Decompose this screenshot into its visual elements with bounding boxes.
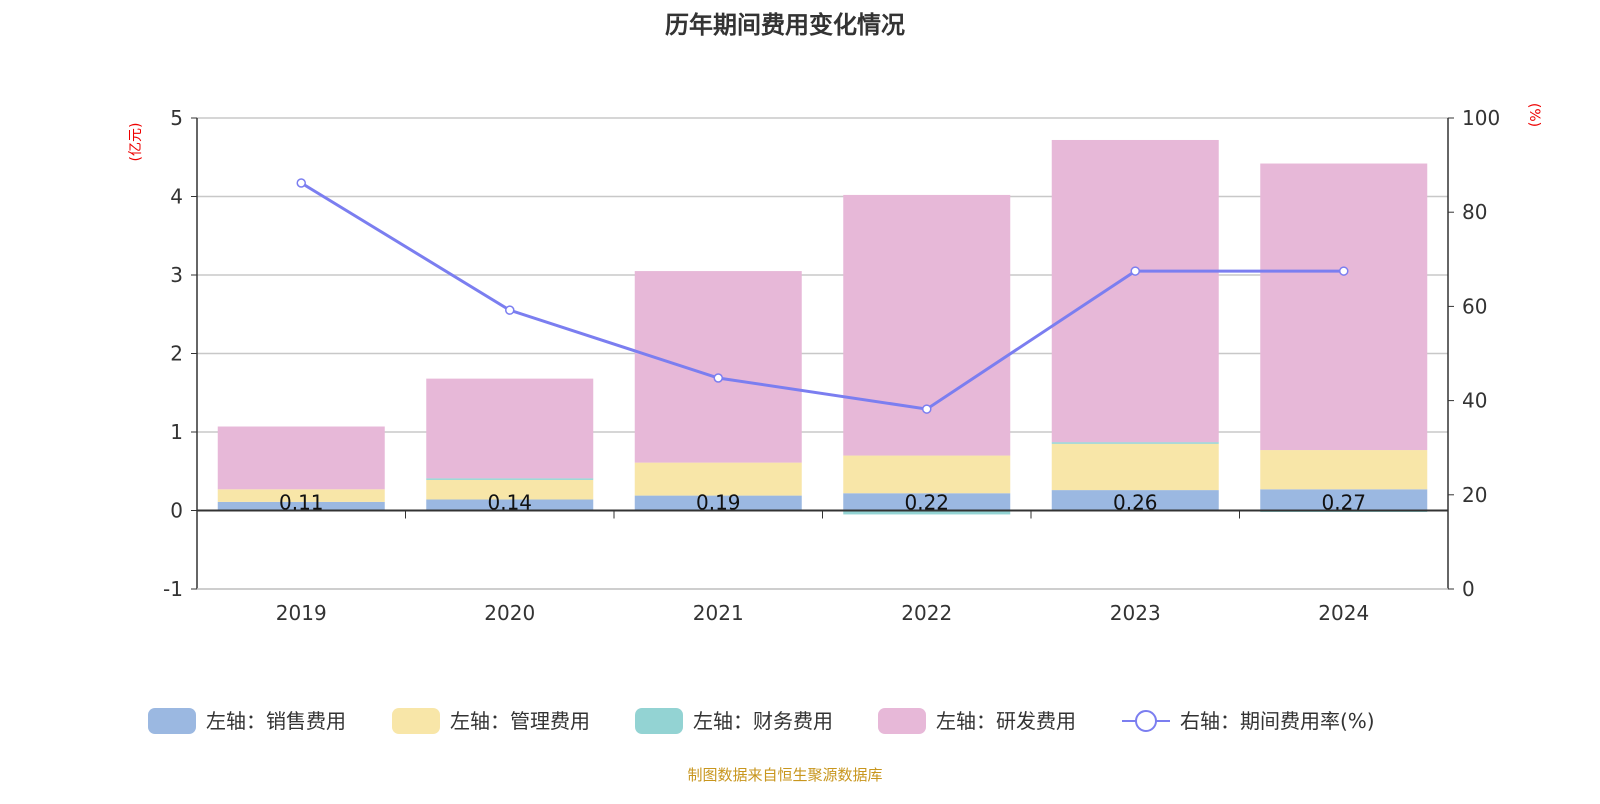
bar-segment: [843, 194, 1011, 456]
legend-item[interactable]: 左轴：财务费用: [635, 708, 833, 734]
bar-segment: [843, 455, 1011, 494]
rate-line: [300, 181, 1344, 411]
rate-point: [505, 305, 515, 315]
bar-segment: [843, 510, 1011, 515]
bar-segment: [1051, 443, 1219, 491]
right-axis-unit: (%): [1526, 103, 1542, 127]
x-tick-label: 2020: [484, 601, 535, 625]
x-tick-label: 2024: [1318, 601, 1369, 625]
legend-label: 左轴：财务费用: [693, 709, 833, 733]
left-tick-label: 0: [170, 499, 183, 523]
legend-item[interactable]: 右轴：期间费用率(%): [1122, 709, 1375, 733]
legend-swatch: [148, 708, 196, 734]
bar-segment: [1051, 139, 1219, 443]
left-tick-label: 3: [170, 263, 183, 287]
x-tick-label: 2019: [276, 601, 327, 625]
bar-segment: [217, 489, 385, 502]
left-tick-label: 2: [170, 342, 183, 366]
legend-item[interactable]: 左轴：销售费用: [148, 708, 346, 734]
right-tick-label: 20: [1462, 483, 1487, 507]
bar-segment: [1051, 442, 1219, 444]
right-tick-label: 100: [1462, 106, 1500, 130]
bar-segment: [1260, 163, 1428, 451]
bar-segment: [217, 426, 385, 490]
legend-label: 左轴：管理费用: [450, 709, 590, 733]
left-axis-unit: (亿元): [128, 123, 144, 162]
bar-segment: [634, 271, 802, 463]
legend-label: 左轴：销售费用: [206, 709, 346, 733]
left-tick-label: 1: [170, 420, 183, 444]
left-tick-label: 4: [170, 185, 183, 209]
bar-segment: [426, 378, 594, 479]
bar-segment: [1051, 490, 1219, 511]
rate-point: [296, 178, 306, 188]
bar-segment: [426, 479, 594, 500]
legend-circle-icon: [1135, 710, 1157, 732]
bar-segment: [426, 478, 594, 480]
x-tick-label: 2022: [901, 601, 952, 625]
legend-item[interactable]: 左轴：研发费用: [878, 708, 1076, 734]
bar-segment: [843, 493, 1011, 511]
x-tick-label: 2023: [1110, 601, 1161, 625]
x-tick-label: 2021: [693, 601, 744, 625]
bar-segment: [426, 499, 594, 511]
legend-swatch: [878, 708, 926, 734]
rate-point: [1130, 266, 1140, 276]
bar-segment: [1260, 489, 1428, 511]
left-tick-label: -1: [163, 577, 183, 601]
source-note: 制图数据来自恒生聚源数据库: [687, 766, 882, 784]
rate-point: [1339, 266, 1349, 276]
bar-segment: [634, 495, 802, 511]
right-tick-label: 60: [1462, 294, 1487, 318]
chart-title: 历年期间费用变化情况: [665, 11, 905, 39]
rate-point: [713, 373, 723, 383]
legend-swatch: [392, 708, 440, 734]
legend-item[interactable]: 左轴：管理费用: [392, 708, 590, 734]
bar-segment: [634, 462, 802, 496]
legend-swatch: [635, 708, 683, 734]
right-tick-label: 0: [1462, 577, 1475, 601]
legend-label: 右轴：期间费用率(%): [1180, 709, 1375, 733]
bar-segment: [1260, 450, 1428, 490]
rate-point: [922, 404, 932, 414]
right-tick-label: 80: [1462, 200, 1487, 224]
legend-label: 左轴：研发费用: [936, 709, 1076, 733]
left-tick-label: 5: [170, 106, 183, 130]
right-tick-label: 40: [1462, 389, 1487, 413]
bar-segment: [217, 501, 385, 511]
